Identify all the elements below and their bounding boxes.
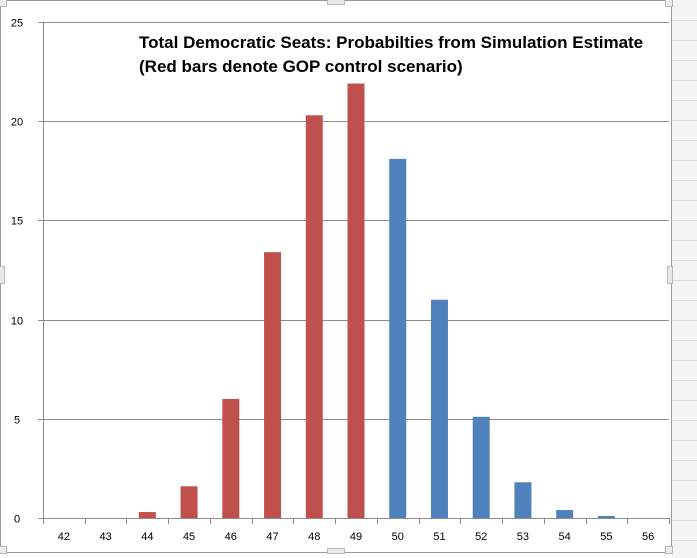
resize-handle-left[interactable] <box>0 266 5 284</box>
bar-50[interactable] <box>389 158 407 518</box>
bar-47[interactable] <box>264 252 282 519</box>
y-tick-label: 10 <box>11 316 23 328</box>
resize-handle-bottom[interactable] <box>327 548 345 554</box>
x-tick-label: 45 <box>183 531 195 543</box>
chart-title-line1: Total Democratic Seats: Probabilties fro… <box>139 33 644 52</box>
x-tick-label: 48 <box>308 531 320 543</box>
bar-55[interactable] <box>597 516 615 518</box>
resize-handle-top-right[interactable] <box>665 0 673 7</box>
chart-title: Total Democratic Seats: Probabilties fro… <box>139 31 643 79</box>
chart-plot: 0 5 10 15 20 25 42 43 44 45 46 47 48 49 50 51 52 53 54 55 5… <box>11 18 670 543</box>
bar-51[interactable] <box>430 299 448 518</box>
x-tick-label: 44 <box>141 531 153 543</box>
x-tick-label: 54 <box>559 531 571 543</box>
resize-handle-bottom-left[interactable] <box>0 546 7 554</box>
x-tick-label: 47 <box>266 531 278 543</box>
x-tick-label: 53 <box>517 531 529 543</box>
chart-title-line2: (Red bars denote GOP control scenario) <box>139 57 463 76</box>
bar-48[interactable] <box>305 115 323 519</box>
x-tick-label: 51 <box>433 531 445 543</box>
x-tick-label: 43 <box>99 531 111 543</box>
x-tick-label: 46 <box>225 531 237 543</box>
bar-53[interactable] <box>514 482 532 518</box>
y-tick-label: 25 <box>11 18 23 30</box>
resize-handle-right[interactable] <box>667 266 673 284</box>
bar-44[interactable] <box>138 512 156 518</box>
x-tick-label: 50 <box>392 531 404 543</box>
resize-handle-top-left[interactable] <box>0 0 7 7</box>
x-tick-label: 49 <box>350 531 362 543</box>
bar-49[interactable] <box>347 83 365 518</box>
bar-52[interactable] <box>472 416 490 518</box>
resize-handle-bottom-right[interactable] <box>665 546 673 554</box>
bar-54[interactable] <box>556 510 574 518</box>
x-tick-label: 42 <box>58 531 70 543</box>
y-tick-label: 5 <box>14 415 20 427</box>
y-tick-label: 15 <box>11 216 23 228</box>
x-tick-label: 52 <box>475 531 487 543</box>
bar-46[interactable] <box>222 398 240 518</box>
chart-area[interactable]: 0 5 10 15 20 25 42 43 44 45 46 47 48 49 50 51 52 53 54 55 5… <box>0 0 672 553</box>
resize-handle-top[interactable] <box>327 0 345 5</box>
bar-45[interactable] <box>180 486 198 518</box>
x-tick-label: 56 <box>642 531 654 543</box>
x-tick-label: 55 <box>600 531 612 543</box>
y-tick-label: 20 <box>11 117 23 129</box>
spreadsheet-cells-strip <box>672 0 697 558</box>
y-tick-label: 0 <box>14 514 20 526</box>
